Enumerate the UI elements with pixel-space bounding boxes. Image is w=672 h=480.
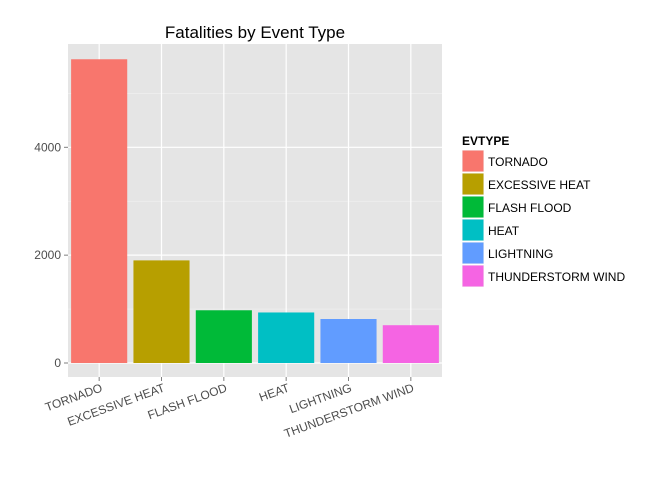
bar-flash-flood — [195, 310, 252, 363]
bar-excessive-heat — [133, 260, 190, 363]
legend-label: THUNDERSTORM WIND — [488, 270, 625, 284]
chart-title: Fatalities by Event Type — [165, 23, 345, 42]
grid-minor — [68, 93, 442, 310]
bar-thunderstorm-wind — [382, 325, 439, 363]
bar-tornado — [71, 59, 128, 364]
legend: EVTYPE TORNADO EXCESSIVE HEAT FLASH FLOOD H… — [462, 134, 625, 287]
y-tick-label: 4000 — [34, 140, 61, 154]
plot-background — [68, 44, 442, 377]
y-tick-label: 2000 — [34, 248, 61, 262]
legend-title: EVTYPE — [462, 134, 509, 148]
legend-label: TORNADO — [488, 155, 548, 169]
x-tick-label: HEAT — [257, 380, 292, 404]
legend-swatch — [462, 196, 484, 218]
y-tick-label: 0 — [54, 356, 61, 370]
legend-swatch — [462, 173, 484, 195]
legend-swatch — [462, 265, 484, 287]
legend-swatch — [462, 150, 484, 172]
legend-swatch — [462, 219, 484, 241]
legend-label: EXCESSIVE HEAT — [488, 178, 591, 192]
legend-label: LIGHTNING — [488, 247, 553, 261]
bar-lightning — [320, 319, 377, 363]
legend-label: FLASH FLOOD — [488, 201, 572, 215]
y-axis: 0 2000 4000 — [34, 140, 68, 370]
bar-heat — [258, 312, 315, 363]
bars — [71, 59, 439, 364]
legend-label: HEAT — [488, 224, 520, 238]
legend-swatch — [462, 242, 484, 264]
